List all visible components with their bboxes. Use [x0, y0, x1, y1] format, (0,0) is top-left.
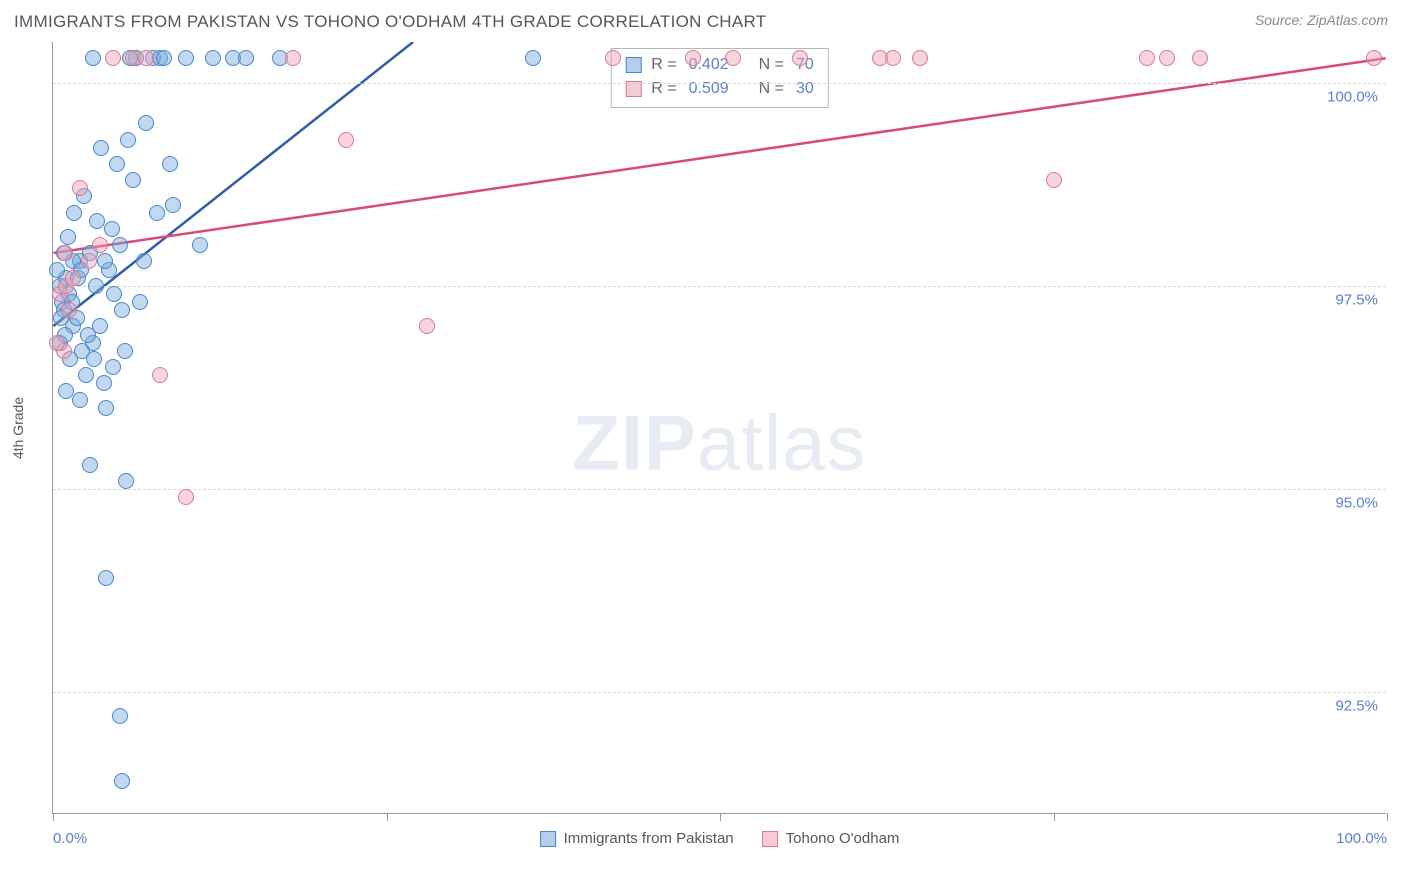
- data-point: [65, 270, 81, 286]
- gridline: [53, 83, 1386, 84]
- data-point: [96, 375, 112, 391]
- data-point: [419, 318, 435, 334]
- data-point: [117, 343, 133, 359]
- data-point: [178, 489, 194, 505]
- x-tick-label: 100.0%: [1336, 830, 1387, 847]
- data-point: [66, 205, 82, 221]
- data-point: [162, 156, 178, 172]
- y-axis-label: 4th Grade: [10, 397, 26, 459]
- swatch-blue-icon: [540, 831, 556, 847]
- data-point: [114, 302, 130, 318]
- data-point: [85, 50, 101, 66]
- data-point: [338, 132, 354, 148]
- gridline: [53, 692, 1386, 693]
- data-point: [114, 773, 130, 789]
- data-point: [285, 50, 301, 66]
- watermark: ZIPatlas: [572, 397, 866, 488]
- data-point: [93, 140, 109, 156]
- data-point: [72, 392, 88, 408]
- data-point: [165, 197, 181, 213]
- trend-line: [53, 42, 413, 326]
- data-point: [86, 351, 102, 367]
- data-point: [525, 50, 541, 66]
- data-point: [238, 50, 254, 66]
- data-point: [49, 262, 65, 278]
- chart-header: IMMIGRANTS FROM PAKISTAN VS TOHONO O'ODH…: [0, 0, 1406, 38]
- data-point: [138, 50, 154, 66]
- data-point: [61, 302, 77, 318]
- data-point: [1192, 50, 1208, 66]
- chart-container: 4th Grade ZIPatlas R = 0.402 N = 70 R = …: [52, 42, 1394, 814]
- data-point: [132, 294, 148, 310]
- data-point: [136, 253, 152, 269]
- data-point: [192, 237, 208, 253]
- data-point: [120, 132, 136, 148]
- source-attribution: Source: ZipAtlas.com: [1255, 12, 1388, 28]
- data-point: [152, 367, 168, 383]
- swatch-pink-icon: [762, 831, 778, 847]
- data-point: [98, 570, 114, 586]
- data-point: [88, 278, 104, 294]
- data-point: [1159, 50, 1175, 66]
- data-point: [872, 50, 888, 66]
- data-point: [138, 115, 154, 131]
- data-point: [80, 327, 96, 343]
- data-point: [98, 400, 114, 416]
- data-point: [57, 245, 73, 261]
- data-point: [125, 172, 141, 188]
- x-tick: [53, 813, 54, 821]
- data-point: [89, 213, 105, 229]
- y-tick-label: 95.0%: [1335, 494, 1378, 511]
- data-point: [92, 237, 108, 253]
- legend-item-blue: Immigrants from Pakistan: [540, 830, 734, 847]
- data-point: [1139, 50, 1155, 66]
- chart-title: IMMIGRANTS FROM PAKISTAN VS TOHONO O'ODH…: [14, 12, 766, 32]
- gridline: [53, 489, 1386, 490]
- legend-item-pink: Tohono O'odham: [762, 830, 900, 847]
- data-point: [792, 50, 808, 66]
- data-point: [605, 50, 621, 66]
- data-point: [105, 359, 121, 375]
- data-point: [49, 335, 65, 351]
- x-tick: [1054, 813, 1055, 821]
- data-point: [205, 50, 221, 66]
- bottom-legend: Immigrants from Pakistan Tohono O'odham: [540, 830, 900, 847]
- data-point: [1046, 172, 1062, 188]
- data-point: [912, 50, 928, 66]
- data-point: [178, 50, 194, 66]
- data-point: [149, 205, 165, 221]
- x-tick: [387, 813, 388, 821]
- data-point: [118, 473, 134, 489]
- data-point: [82, 457, 98, 473]
- stats-row-blue: R = 0.402 N = 70: [625, 53, 814, 77]
- data-point: [112, 237, 128, 253]
- gridline: [53, 286, 1386, 287]
- y-tick-label: 92.5%: [1335, 698, 1378, 715]
- data-point: [109, 156, 125, 172]
- data-point: [60, 229, 76, 245]
- x-tick-label: 0.0%: [53, 830, 87, 847]
- x-tick: [720, 813, 721, 821]
- data-point: [106, 286, 122, 302]
- data-point: [685, 50, 701, 66]
- trend-lines: [53, 42, 1386, 813]
- r-value-pink: 0.509: [689, 77, 729, 101]
- data-point: [156, 50, 172, 66]
- data-point: [1366, 50, 1382, 66]
- data-point: [72, 180, 88, 196]
- stats-row-pink: R = 0.509 N = 30: [625, 77, 814, 101]
- y-tick-label: 100.0%: [1327, 88, 1378, 105]
- data-point: [104, 221, 120, 237]
- swatch-blue-icon: [625, 57, 641, 73]
- scatter-plot: ZIPatlas R = 0.402 N = 70 R = 0.509 N = …: [52, 42, 1386, 814]
- data-point: [78, 367, 94, 383]
- data-point: [97, 253, 113, 269]
- x-tick: [1387, 813, 1388, 821]
- data-point: [112, 708, 128, 724]
- data-point: [81, 253, 97, 269]
- n-value-pink: 30: [796, 77, 814, 101]
- y-tick-label: 97.5%: [1335, 291, 1378, 308]
- data-point: [725, 50, 741, 66]
- data-point: [105, 50, 121, 66]
